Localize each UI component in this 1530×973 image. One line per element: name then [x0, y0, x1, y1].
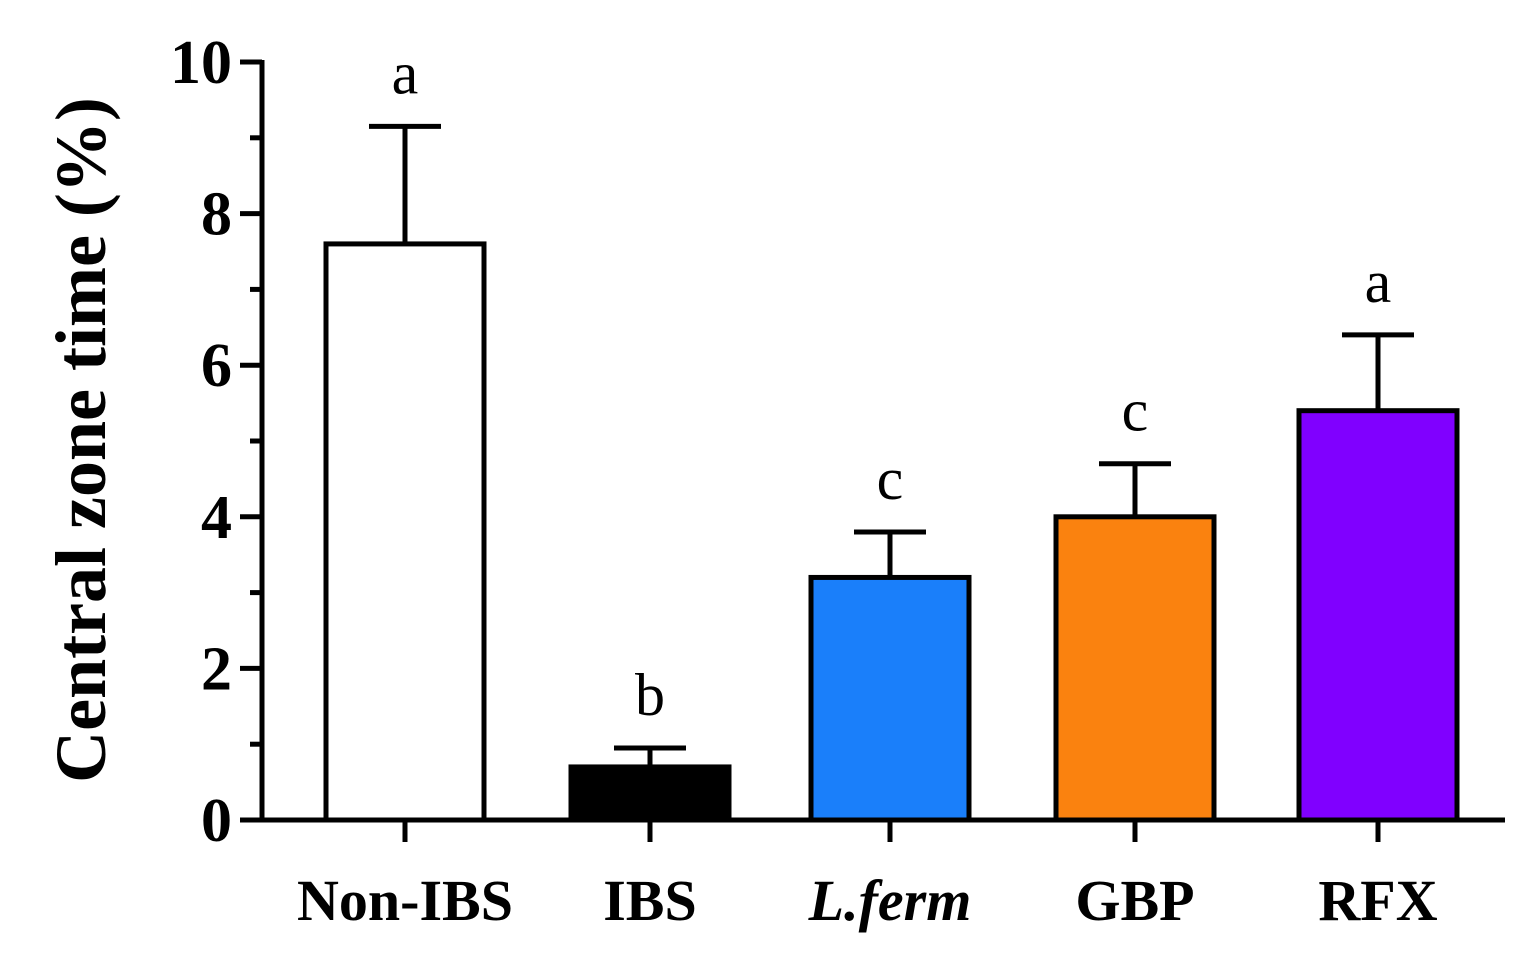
bar — [1296, 408, 1460, 823]
error-bars — [369, 123, 1414, 767]
y-tick-label: 8 — [201, 181, 232, 249]
x-tick-label: GBP — [1075, 868, 1194, 933]
significance-letter: c — [877, 446, 904, 512]
y-tick-label: 10 — [170, 29, 232, 97]
significance-letter: a — [392, 40, 419, 106]
y-axis-label: Central zone time (%) — [41, 97, 121, 783]
bar — [1053, 514, 1217, 823]
y-axis: 0 2 4 6 8 10 — [170, 29, 265, 855]
bar — [808, 574, 972, 823]
y-tick-label: 0 — [201, 787, 232, 855]
y-tick-label: 6 — [201, 332, 232, 400]
x-tick-label: Non-IBS — [297, 868, 513, 933]
bars — [323, 241, 1460, 823]
bar — [323, 241, 487, 823]
x-tick-label: L.ferm — [808, 868, 972, 933]
significance-letters: a b c c a — [392, 40, 1392, 728]
y-tick-label: 2 — [201, 635, 232, 703]
x-axis: Non-IBS IBS L.ferm GBP RFX — [260, 817, 1505, 933]
bar — [568, 764, 732, 823]
x-tick-label: RFX — [1318, 868, 1437, 933]
x-tick-label: IBS — [603, 868, 697, 933]
significance-letter: a — [1365, 249, 1392, 315]
significance-letter: c — [1122, 378, 1149, 444]
significance-letter: b — [635, 662, 665, 728]
y-tick-label: 4 — [201, 484, 232, 552]
